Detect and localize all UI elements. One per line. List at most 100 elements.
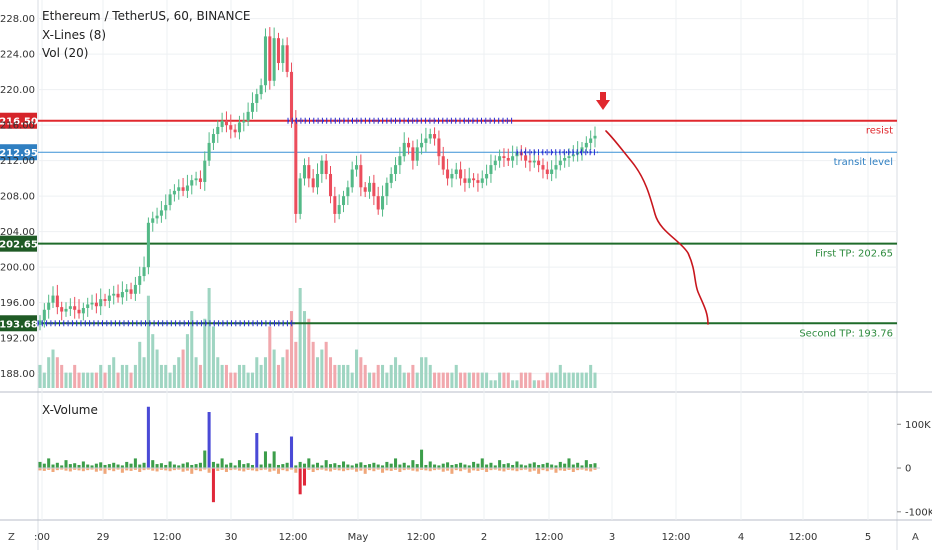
candle-body [142,267,146,277]
volume-bar [42,372,46,388]
candle-body [99,299,103,307]
candle-body [589,138,593,143]
xvolume-down-bar [272,468,276,471]
xvolume-up-bar [281,464,285,469]
xvolume-down-bar [584,468,588,471]
candle-body [493,160,497,166]
resist-price-tag-text: 216.50 [0,117,38,128]
xvolume-down-bar [489,468,493,471]
xvolume-up-bar [146,406,150,469]
xvolume-up-bar [237,460,241,469]
volume-bar [151,334,155,388]
volume-bar [381,364,385,388]
xvolume-down-bar [103,468,107,474]
volume-bar [372,372,376,388]
xvolume-down-bar [38,468,42,471]
candle-body [450,173,454,179]
xvolume-down-bar [99,468,103,471]
xvolume-up-bar [298,461,302,469]
candle-body [77,309,81,314]
auto-scale-label: A [912,532,919,543]
candle-body [38,320,42,325]
axis-layer: :00 29 12:00 30 12:00 May 12:00 2 12:00 3 12:00 4 12… [0,14,932,543]
xvolume-up-bar [133,458,137,469]
candle-body [129,289,133,294]
xvolume-up-bar [207,412,211,469]
candle-body [563,158,567,161]
candle-body [51,295,55,303]
xvolume-up-bar [472,461,476,469]
candle-body [454,169,458,174]
xvolume-down-bar [107,468,111,471]
y-tick-label: 192.00 [0,334,35,345]
xvolume-down-bar [433,468,437,471]
xvolume-down-bar [64,468,68,471]
volume-bar [211,326,215,388]
xvolume-down-bar [246,468,250,470]
xvolume-down-bar [263,468,267,470]
xvolume-up-bar [515,461,519,469]
xvolume-up-bar [81,461,85,469]
volume-bar [203,318,207,388]
candle-body [207,142,211,161]
xvolume-down-bar [73,468,77,470]
volume-bar [164,364,168,388]
xvolume-down-bar [576,468,580,471]
volume-bar [398,364,402,388]
xvolume-up-bar [315,462,320,469]
candle-body [420,142,424,148]
xvolume-down-bar [211,468,215,503]
candle-body [437,138,441,157]
candle-body [146,222,150,268]
x-tick-label: 30 [225,532,238,543]
xvolume-down-bar [359,468,363,471]
xvolume-up-bar [333,463,337,469]
xvolume-down-bar [142,468,146,471]
volume-bar [476,372,480,388]
xvolume-down-bar [532,468,536,471]
candle-body [398,156,402,166]
xvolume-down-bar [563,468,567,471]
xvolume-up-bar [47,458,51,469]
xvolume-up-bar [450,464,454,469]
volume-bar [90,372,94,388]
xvolume-up-bar [528,463,532,469]
x-tick-label: 12:00 [789,532,818,543]
candle-body [498,156,502,161]
candle-body [402,142,406,157]
candle-body [537,160,541,166]
xvolume-down-bar [259,468,263,471]
xvolume-down-bar [68,468,72,472]
header-indicator-vol: Vol (20) [42,46,88,60]
xvolume-down-bar [511,468,515,471]
y-tick-label: 216.00 [0,121,35,132]
xvolume-down-bar [337,468,341,471]
volume-bar [99,364,103,388]
volume-bar [133,364,137,388]
xvolume-down-bar [545,468,549,472]
candle-body [584,142,588,148]
volume-bar [363,364,367,388]
xvolume-down-bar [480,468,484,470]
volume-bar [528,372,532,388]
xvolume-up-bar [558,461,562,469]
volume-bar [302,311,307,388]
volume-bar [125,364,129,388]
xvolume-down-bar [125,468,129,471]
volume-bar [177,357,181,388]
volume-bar [489,380,493,388]
candle-body [532,160,536,163]
volume-bar [155,349,159,388]
volume-bar [60,364,64,388]
xvolume-up-bar [203,450,207,469]
xvolume-down-bar [168,468,172,472]
candle-body [285,45,289,72]
volume-bar [580,372,584,388]
y-tick-label: 212.00 [0,156,35,167]
xvolume-up-bar [250,464,254,469]
xvolume-up-bar [337,464,341,469]
xvolume-down-bar [133,468,137,470]
candle-body [506,158,510,161]
second-tp-price-tag [0,315,37,332]
